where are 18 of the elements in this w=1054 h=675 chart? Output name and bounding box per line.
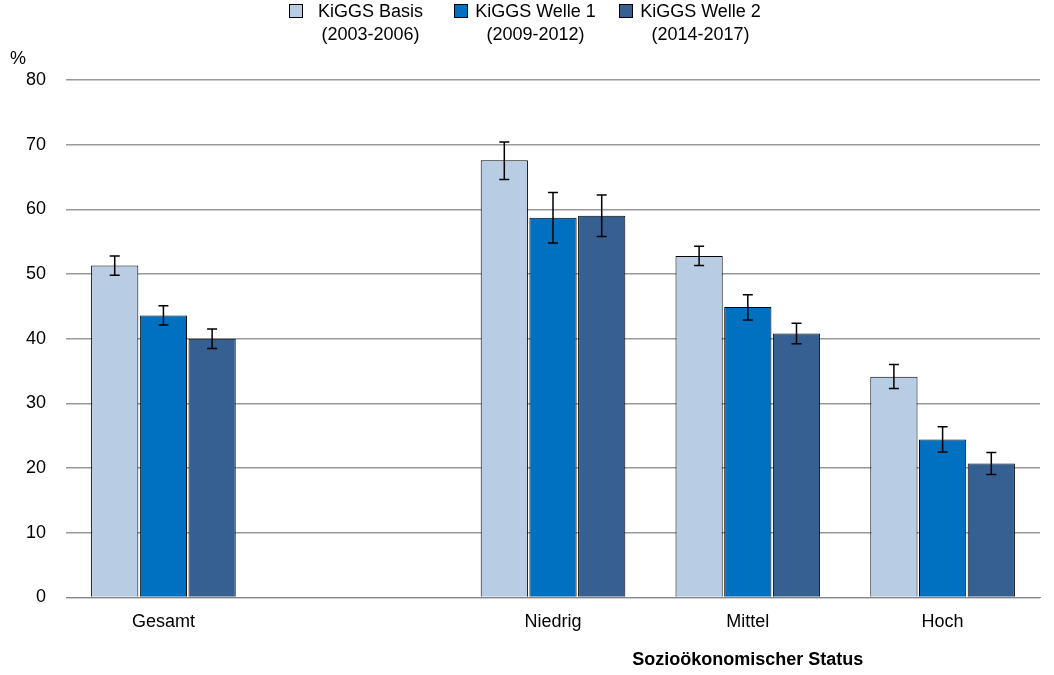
legend-label: KiGGS Basis (2003-2006) [317,0,424,46]
x-tick-label: Mittel [726,611,770,632]
y-tick-label: 30 [25,392,47,413]
y-tick-label: 60 [25,198,47,219]
x-tick-label: Niedrig [524,611,582,632]
x-tick-label: Hoch [921,611,964,632]
y-tick-label: 50 [25,262,47,283]
y-tick-label: 20 [25,457,47,478]
y-axis-title: % [10,48,27,69]
x-axis-title: Sozioökonomischer Status [632,648,864,669]
x-tick-label: Gesamt [131,611,195,632]
y-tick-label: 40 [25,327,47,348]
y-tick-label: 10 [25,521,47,542]
y-tick-label: 80 [25,68,47,89]
y-tick-label: 70 [25,133,47,154]
legend-label: KiGGS Welle 2 (2014-2017) [639,0,762,46]
y-tick-label: 0 [36,586,47,607]
legend-label: KiGGS Welle 1 (2009-2012) [474,0,597,46]
